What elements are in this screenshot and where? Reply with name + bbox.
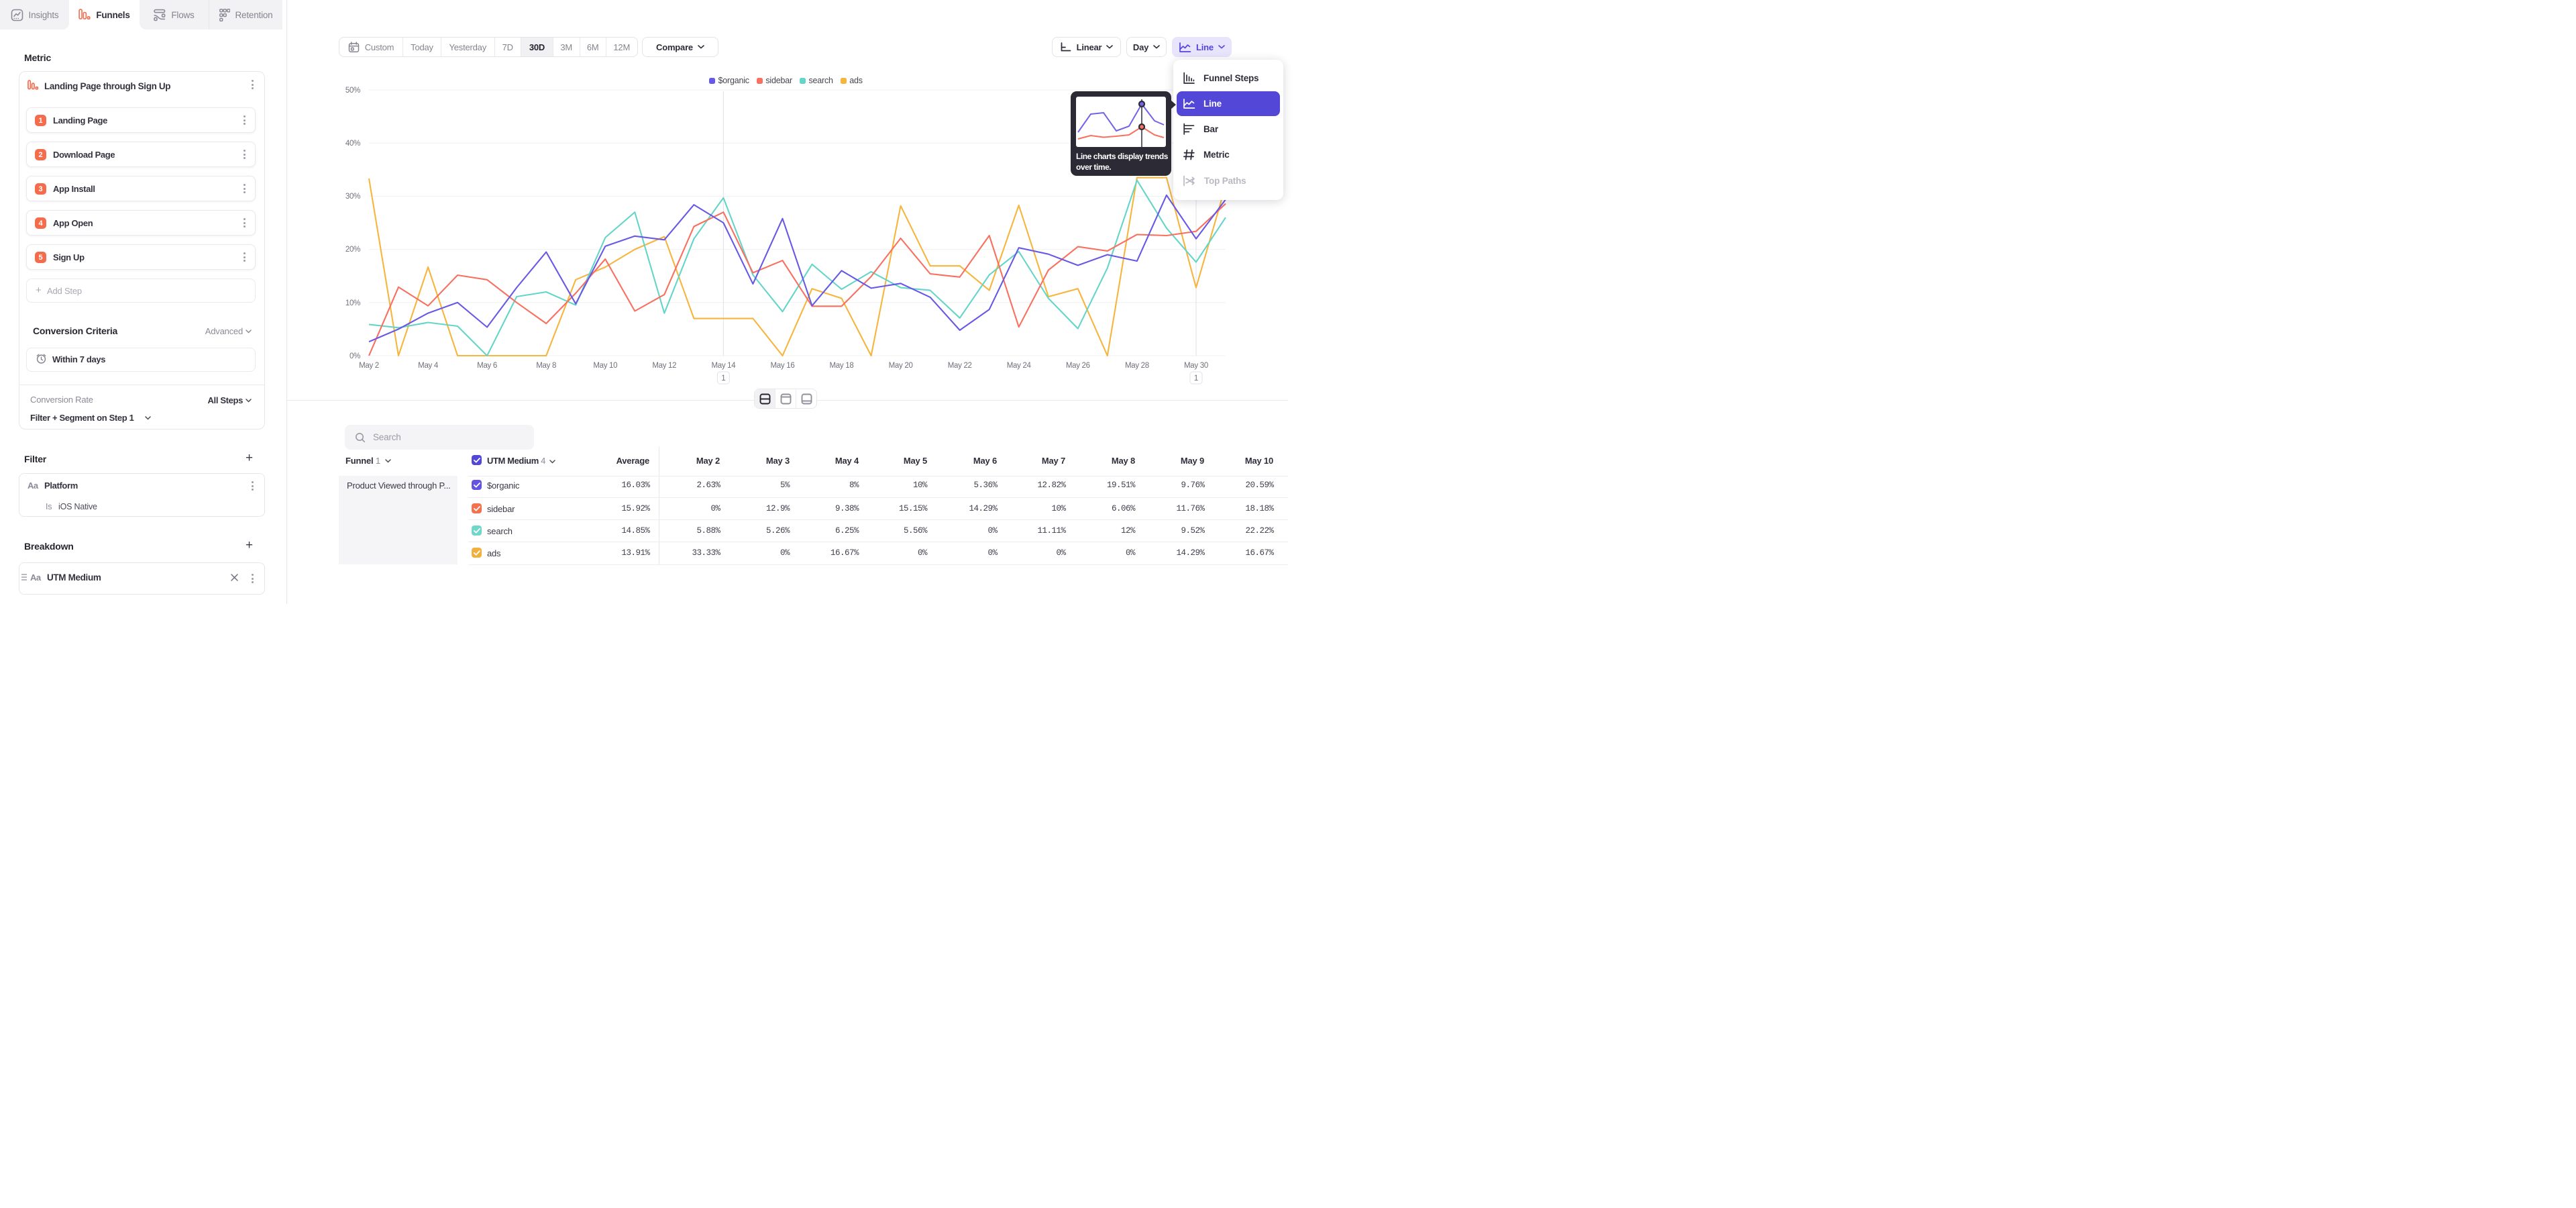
svg-text:May 14: May 14 <box>711 362 736 370</box>
svg-text:50%: 50% <box>345 87 360 95</box>
svg-text:May 12: May 12 <box>652 362 676 370</box>
svg-text:May 30: May 30 <box>1184 362 1208 370</box>
svg-text:May 22: May 22 <box>948 362 972 370</box>
svg-text:10%: 10% <box>345 299 360 307</box>
svg-text:May 8: May 8 <box>536 362 556 370</box>
svg-text:May 26: May 26 <box>1066 362 1090 370</box>
svg-text:May 2: May 2 <box>359 362 379 370</box>
svg-text:May 10: May 10 <box>593 362 617 370</box>
svg-text:May 16: May 16 <box>771 362 795 370</box>
svg-text:0%: 0% <box>350 352 360 360</box>
svg-text:May 18: May 18 <box>830 362 854 370</box>
svg-text:May 24: May 24 <box>1007 362 1032 370</box>
svg-text:1: 1 <box>721 374 725 383</box>
svg-text:30%: 30% <box>345 193 360 201</box>
svg-text:May 20: May 20 <box>889 362 913 370</box>
svg-text:40%: 40% <box>345 140 360 148</box>
svg-text:May 6: May 6 <box>477 362 497 370</box>
svg-text:May 28: May 28 <box>1125 362 1149 370</box>
svg-text:1: 1 <box>1194 374 1198 383</box>
svg-text:20%: 20% <box>345 246 360 254</box>
svg-text:May 4: May 4 <box>418 362 439 370</box>
